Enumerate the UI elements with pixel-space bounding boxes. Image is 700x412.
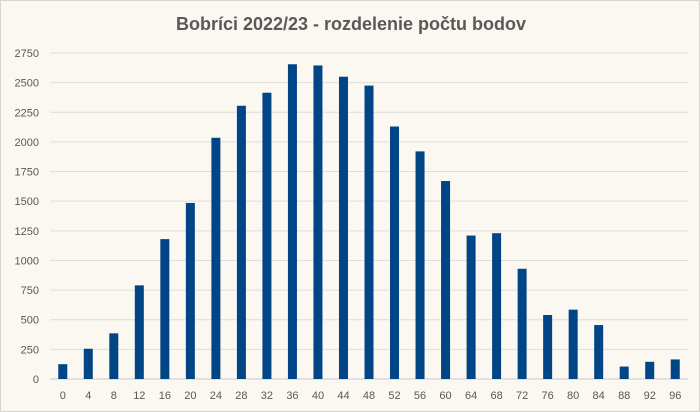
x-tick-label: 36 xyxy=(286,390,298,402)
x-tick-label: 68 xyxy=(490,390,502,402)
y-tick-label: 2500 xyxy=(15,78,39,90)
x-tick-label: 44 xyxy=(337,390,349,402)
bar xyxy=(415,151,425,379)
bar xyxy=(338,76,348,379)
bar xyxy=(517,268,527,379)
x-tick-label: 80 xyxy=(567,390,579,402)
y-tick-label: 250 xyxy=(21,344,39,356)
bar xyxy=(441,181,451,379)
x-tick-label: 24 xyxy=(210,390,222,402)
y-axis-ticks: 0 250 500 750 1000 1250 1500 1750 2000 2250 2500 27… xyxy=(15,48,39,386)
bar xyxy=(109,333,119,379)
bar xyxy=(594,325,604,379)
bar xyxy=(160,239,170,379)
x-tick-label: 56 xyxy=(414,390,426,402)
y-tick-label: 0 xyxy=(33,374,39,386)
x-tick-label: 96 xyxy=(669,390,681,402)
bar xyxy=(390,126,400,379)
bar xyxy=(134,285,144,379)
bar xyxy=(619,366,629,379)
chart-title: Bobríci 2022/23 - rozdelenie počtu bodov xyxy=(175,14,527,34)
x-tick-label: 32 xyxy=(261,390,273,402)
bar xyxy=(287,64,297,380)
x-tick-label: 84 xyxy=(593,390,605,402)
x-tick-label: 16 xyxy=(159,390,171,402)
bar xyxy=(83,348,93,379)
x-tick-label: 60 xyxy=(439,390,451,402)
bar xyxy=(313,65,323,380)
x-tick-label: 40 xyxy=(312,390,324,402)
x-tick-label: 0 xyxy=(60,390,66,402)
bar xyxy=(492,233,502,379)
y-tick-label: 500 xyxy=(21,315,39,327)
y-tick-label: 2000 xyxy=(15,137,39,149)
bar xyxy=(236,105,246,380)
bar xyxy=(364,85,374,379)
bar xyxy=(543,314,553,379)
bar xyxy=(211,137,221,379)
x-tick-label: 28 xyxy=(235,390,247,402)
bar xyxy=(262,92,272,379)
x-tick-label: 88 xyxy=(618,390,630,402)
x-tick-label: 64 xyxy=(465,390,477,402)
bars xyxy=(58,64,680,380)
y-tick-label: 750 xyxy=(21,285,39,297)
y-tick-label: 1500 xyxy=(15,196,39,208)
y-tick-label: 2250 xyxy=(15,107,39,119)
x-tick-label: 4 xyxy=(85,390,91,402)
bar xyxy=(645,361,655,379)
y-tick-label: 1250 xyxy=(15,226,39,238)
x-axis-ticks: 0 4 8 12 16 20 24 28 32 36 40 44 48 52 56 60 64 68 72 76 80 8… xyxy=(60,390,682,402)
y-tick-label: 1750 xyxy=(15,167,39,179)
bar xyxy=(568,309,578,379)
bar xyxy=(466,235,476,379)
x-tick-label: 48 xyxy=(363,390,375,402)
x-tick-label: 72 xyxy=(516,390,528,402)
y-tick-label: 2750 xyxy=(15,48,39,60)
bar xyxy=(185,202,195,379)
x-tick-label: 52 xyxy=(388,390,400,402)
bar xyxy=(58,364,68,379)
x-tick-label: 92 xyxy=(644,390,656,402)
bar xyxy=(670,359,680,379)
y-tick-label: 1000 xyxy=(15,255,39,267)
x-tick-label: 8 xyxy=(111,390,117,402)
x-tick-label: 76 xyxy=(542,390,554,402)
x-tick-label: 12 xyxy=(133,390,145,402)
x-tick-label: 20 xyxy=(184,390,196,402)
